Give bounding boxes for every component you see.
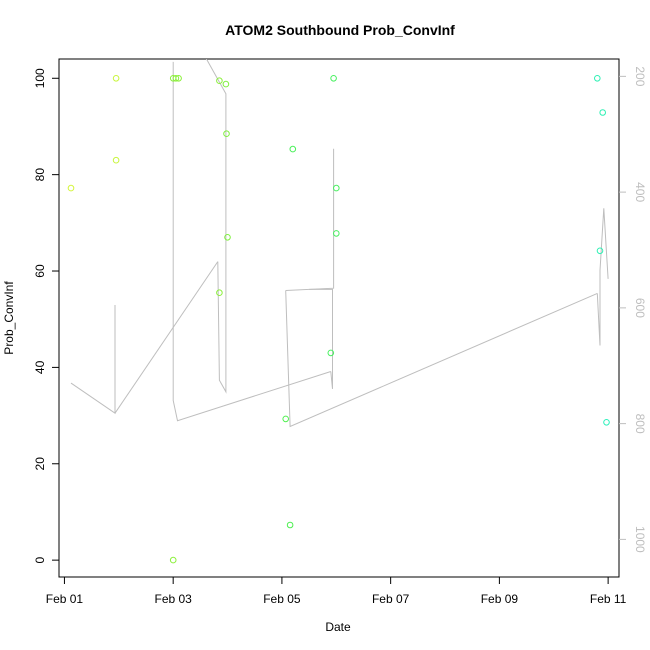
- line-segment-5: [309, 288, 333, 389]
- x-tick-label: Feb 07: [372, 592, 410, 606]
- y-tick-label: 0: [33, 556, 47, 563]
- data-point-15: [327, 349, 335, 357]
- x-tick-label: Feb 09: [481, 592, 519, 606]
- data-point-17: [333, 184, 340, 192]
- y-tick-label: 20: [33, 457, 47, 471]
- line-segment-8: [285, 148, 335, 291]
- y2-axis: 200 400 600 800 1000: [619, 66, 647, 553]
- x-tick-label: Feb 03: [154, 592, 192, 606]
- line-series: [70, 59, 609, 428]
- x-tick-label: Feb 01: [46, 592, 84, 606]
- y2-tick-label: 400: [633, 182, 647, 202]
- x-axis-label: Date: [325, 620, 351, 634]
- x-axis: Feb 01 Feb 03 Feb 05 Feb 07 Feb 09 Feb 11: [46, 576, 627, 606]
- y-tick-label: 100: [33, 68, 47, 88]
- line-segment-4: [172, 61, 331, 422]
- data-point-1: [112, 75, 120, 82]
- line-segment-3: [205, 59, 227, 394]
- scatter-series: [67, 75, 610, 564]
- data-point-4: [172, 75, 180, 82]
- x-tick-label: Feb 11: [590, 592, 627, 606]
- x-tick-label: Feb 05: [263, 592, 301, 606]
- data-point-11: [224, 234, 231, 241]
- data-point-22: [603, 419, 610, 426]
- data-point-10: [223, 130, 230, 137]
- data-point-19: [594, 75, 601, 82]
- y-tick-label: 60: [33, 264, 47, 278]
- data-point-8: [216, 289, 223, 297]
- chart-title: ATOM2 Southbound Prob_ConvInf: [225, 22, 455, 38]
- y2-tick-label: 1000: [633, 526, 647, 553]
- line-segment-7: [596, 208, 609, 346]
- data-point-14: [289, 145, 297, 153]
- y2-tick-label: 800: [633, 414, 647, 434]
- line-segment-0: [70, 305, 116, 415]
- y-axis: 0 20 40 60 80 100: [33, 68, 59, 563]
- line-segment-6: [285, 290, 598, 428]
- data-point-6: [169, 556, 177, 564]
- data-point-18: [333, 230, 340, 237]
- data-point-21: [599, 109, 607, 116]
- y2-tick-label: 200: [633, 66, 647, 86]
- line-segment-2: [114, 261, 219, 414]
- data-point-13: [286, 521, 294, 529]
- y-tick-label: 80: [33, 168, 47, 182]
- data-point-12: [282, 415, 290, 423]
- data-point-16: [330, 75, 337, 82]
- data-point-5: [175, 75, 182, 82]
- y-axis-label: Prob_ConvInf: [2, 281, 16, 355]
- data-point-0: [67, 184, 75, 192]
- y-tick-label: 40: [33, 360, 47, 374]
- data-point-7: [216, 77, 223, 84]
- data-point-20: [596, 247, 604, 255]
- data-point-2: [112, 156, 120, 164]
- y2-tick-label: 600: [633, 298, 647, 318]
- data-point-9: [222, 80, 230, 88]
- plot-frame: [58, 58, 620, 578]
